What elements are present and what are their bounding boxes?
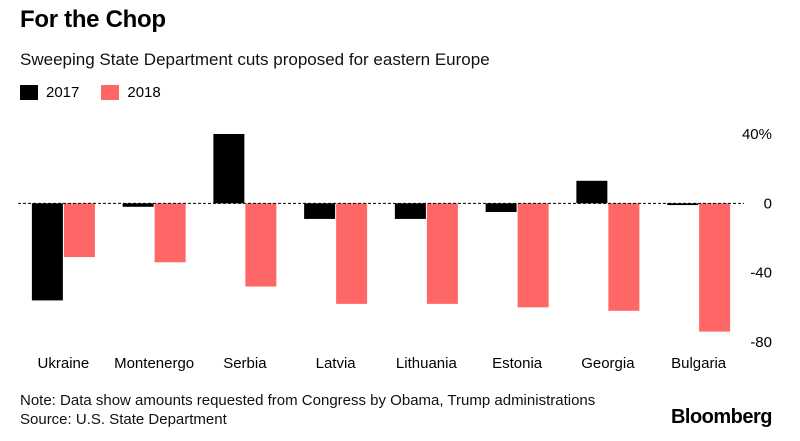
legend-label-2018: 2018 bbox=[127, 84, 161, 101]
chart-title: For the Chop bbox=[20, 6, 166, 33]
legend-item-2018: 2018 bbox=[101, 84, 161, 101]
x-tick-label-ukraine: Ukraine bbox=[38, 355, 90, 372]
chart-subtitle: Sweeping State Department cuts proposed … bbox=[20, 50, 490, 69]
bar-2018-lithuania bbox=[426, 203, 458, 304]
legend-swatch-2018 bbox=[101, 85, 120, 100]
y-tick-label: 40% bbox=[742, 126, 772, 143]
x-tick-label-montenergo: Montenergo bbox=[114, 355, 194, 372]
footnote: Note: Data show amounts requested from C… bbox=[20, 392, 596, 409]
x-tick-label-estonia: Estonia bbox=[492, 355, 543, 372]
x-tick-label-serbia: Serbia bbox=[223, 355, 267, 372]
bar-2017-ukraine bbox=[31, 203, 63, 301]
source-line: Source: U.S. State Department bbox=[20, 411, 227, 428]
bar-2018-georgia bbox=[608, 203, 640, 311]
bar-2017-estonia bbox=[485, 203, 517, 212]
bar-2017-montenergo bbox=[122, 203, 154, 207]
bar-2018-serbia bbox=[245, 203, 277, 287]
bar-2018-montenergo bbox=[154, 203, 186, 263]
x-tick-label-lithuania: Lithuania bbox=[396, 355, 458, 372]
bar-2018-ukraine bbox=[63, 203, 95, 258]
legend-swatch-2017 bbox=[20, 85, 38, 100]
bar-2017-bulgaria bbox=[667, 203, 699, 206]
bar-2018-estonia bbox=[517, 203, 549, 308]
bloomberg-logo: Bloomberg bbox=[670, 406, 773, 428]
y-tick-label: 0 bbox=[764, 195, 772, 212]
y-tick-label: -80 bbox=[750, 334, 772, 351]
bar-2017-serbia bbox=[213, 134, 245, 204]
x-tick-label-latvia: Latvia bbox=[316, 355, 357, 372]
bar-2017-latvia bbox=[304, 203, 336, 219]
y-tick-label: -40 bbox=[750, 265, 772, 282]
footer-notes: Note: Data show amounts requested from C… bbox=[20, 391, 595, 429]
bar-2017-lithuania bbox=[394, 203, 426, 219]
legend-item-2017: 2017 bbox=[20, 84, 79, 101]
x-tick-label-bulgaria: Bulgaria bbox=[671, 355, 727, 372]
bar-2017-georgia bbox=[576, 180, 608, 204]
legend-label-2017: 2017 bbox=[46, 84, 80, 101]
bar-2018-bulgaria bbox=[699, 203, 731, 332]
legend: 2017 2018 bbox=[20, 84, 183, 101]
x-tick-label-georgia: Georgia bbox=[581, 355, 635, 372]
bar-2018-latvia bbox=[336, 203, 368, 304]
